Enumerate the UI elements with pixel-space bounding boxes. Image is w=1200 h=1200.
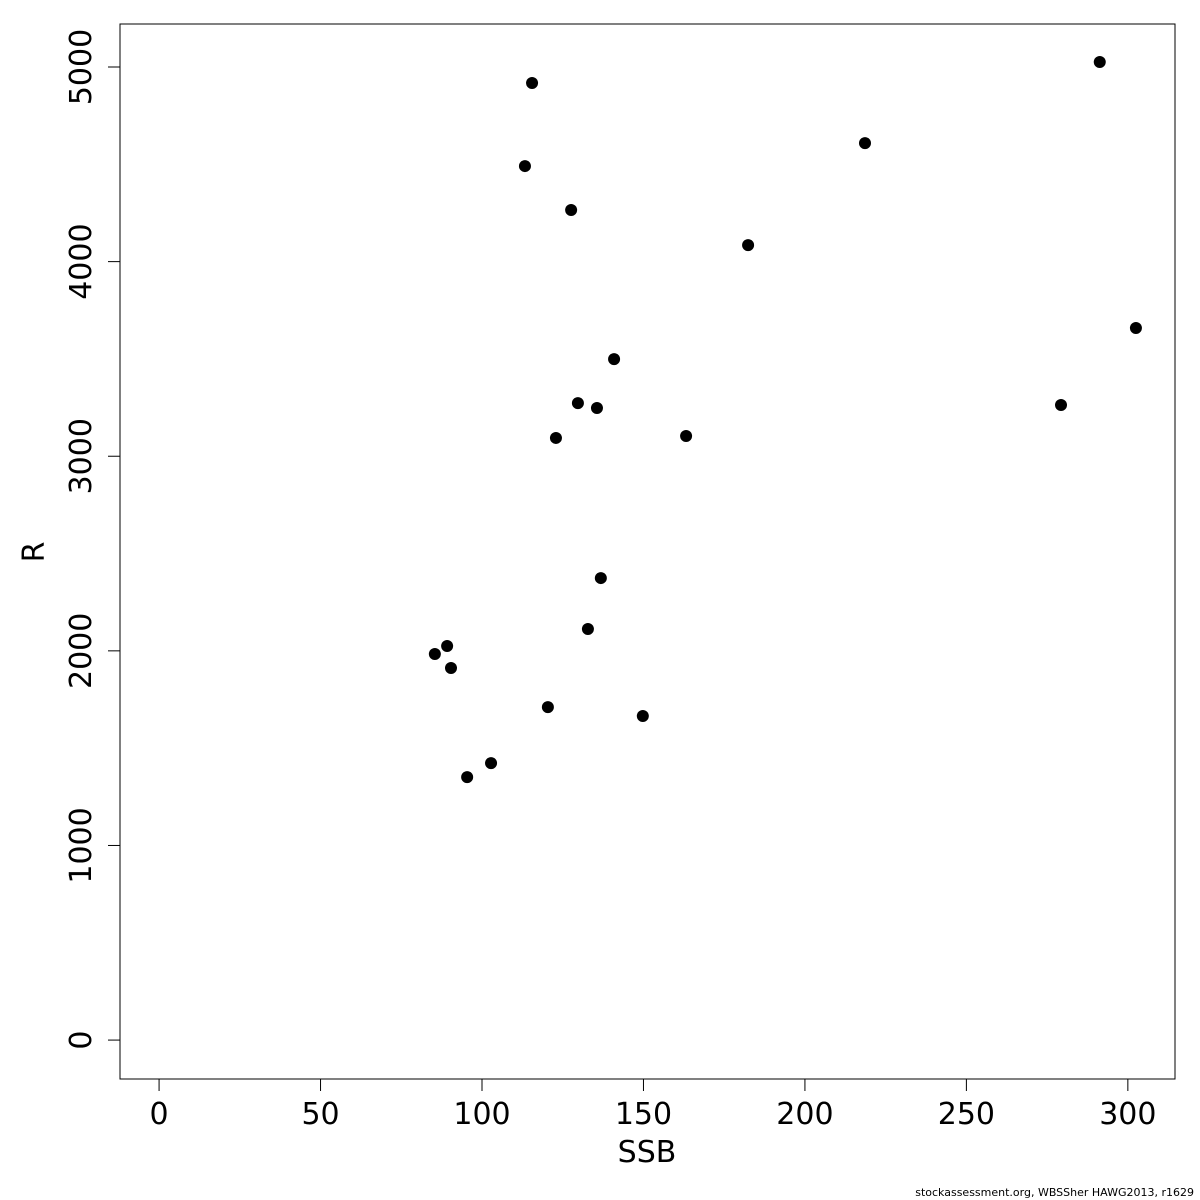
point (742, 239, 755, 252)
point (1055, 399, 1068, 412)
point (565, 204, 578, 217)
point (571, 397, 584, 410)
x-tick-label: 50 (301, 1097, 339, 1132)
x-tick-label: 100 (453, 1097, 510, 1132)
point (541, 701, 554, 714)
x-tick-label: 0 (150, 1097, 169, 1132)
x-tick-label: 150 (615, 1097, 672, 1132)
x-tick-label: 200 (776, 1097, 833, 1132)
point (636, 710, 649, 723)
x-axis-label: SSB (618, 1135, 677, 1170)
y-tick-label: 1000 (64, 807, 99, 883)
point (608, 353, 621, 366)
point (590, 401, 603, 414)
y-tick-label: 4000 (64, 223, 99, 299)
point (680, 429, 693, 442)
point (428, 647, 441, 660)
point (518, 160, 531, 173)
plot-box (119, 23, 1176, 1080)
point (485, 757, 498, 770)
point (441, 639, 454, 652)
point (594, 572, 607, 585)
point (581, 623, 594, 636)
x-tick-label: 300 (1099, 1097, 1156, 1132)
point (444, 661, 457, 674)
y-tick-label: 5000 (64, 29, 99, 105)
point (526, 76, 539, 89)
x-tick-label: 250 (938, 1097, 995, 1132)
footer: stockassessment.org, WBSSher HAWG2013, r… (915, 1186, 1194, 1199)
y-tick-label: 0 (64, 1031, 99, 1050)
y-tick-label: 3000 (64, 418, 99, 494)
point (1129, 321, 1142, 334)
point (1093, 55, 1106, 68)
point (858, 137, 871, 150)
point (549, 431, 562, 444)
point (461, 771, 474, 784)
y-tick-label: 2000 (64, 613, 99, 689)
y-axis-label: R (17, 542, 52, 563)
